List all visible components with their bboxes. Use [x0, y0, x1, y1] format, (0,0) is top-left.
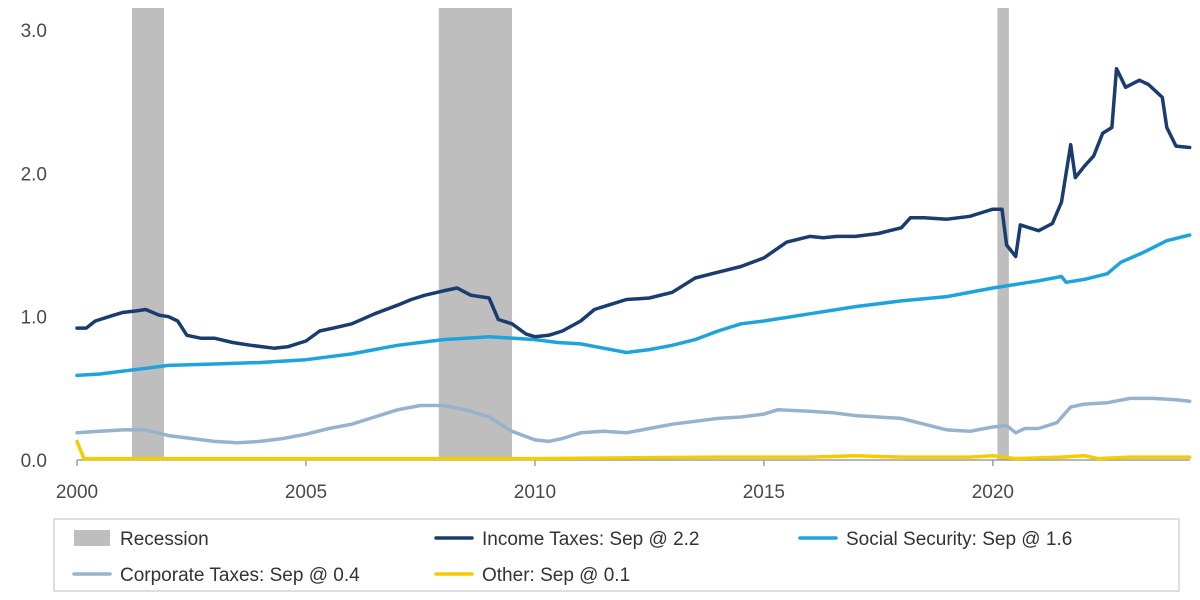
legend-box: [53, 518, 1180, 592]
x-tick-label-2: 2010: [514, 482, 556, 503]
legend-label-recession: Recession: [120, 529, 209, 550]
series-lines: [75, 66, 1192, 461]
axes: 0.0 1.0 2.0 3.0 2000 2005 2010 2015 2020: [21, 21, 1190, 503]
y-tick-label-0: 0.0: [21, 451, 47, 472]
y-tick-label-1: 1.0: [21, 308, 47, 329]
y-tick-label-2: 2.0: [21, 164, 47, 185]
x-tick-label-0: 2000: [56, 482, 98, 503]
recession-band-1: [438, 8, 513, 460]
x-tick-label-4: 2020: [972, 482, 1014, 503]
series-line-other: [75, 439, 1192, 461]
legend-label-other: Other: Sep @ 0.1: [482, 565, 630, 586]
x-tick-label-1: 2005: [285, 482, 327, 503]
recession-bands: [131, 8, 1009, 460]
legend-label-social: Social Security: Sep @ 1.6: [846, 529, 1072, 550]
y-tick-label-3: 3.0: [21, 21, 47, 42]
recession-band-2: [997, 8, 1009, 460]
x-tick-label-3: 2015: [743, 482, 785, 503]
legend-swatch-recession: [74, 530, 110, 546]
recession-band-0: [131, 8, 165, 460]
series-line-corporate: [75, 396, 1192, 445]
legend: Recession Income Taxes: Sep @ 2.2 Social S…: [53, 518, 1180, 592]
legend-label-income: Income Taxes: Sep @ 2.2: [482, 529, 700, 550]
legend-label-corporate: Corporate Taxes: Sep @ 0.4: [120, 565, 360, 586]
series-line-income: [75, 66, 1192, 350]
series-line-social: [75, 233, 1192, 378]
